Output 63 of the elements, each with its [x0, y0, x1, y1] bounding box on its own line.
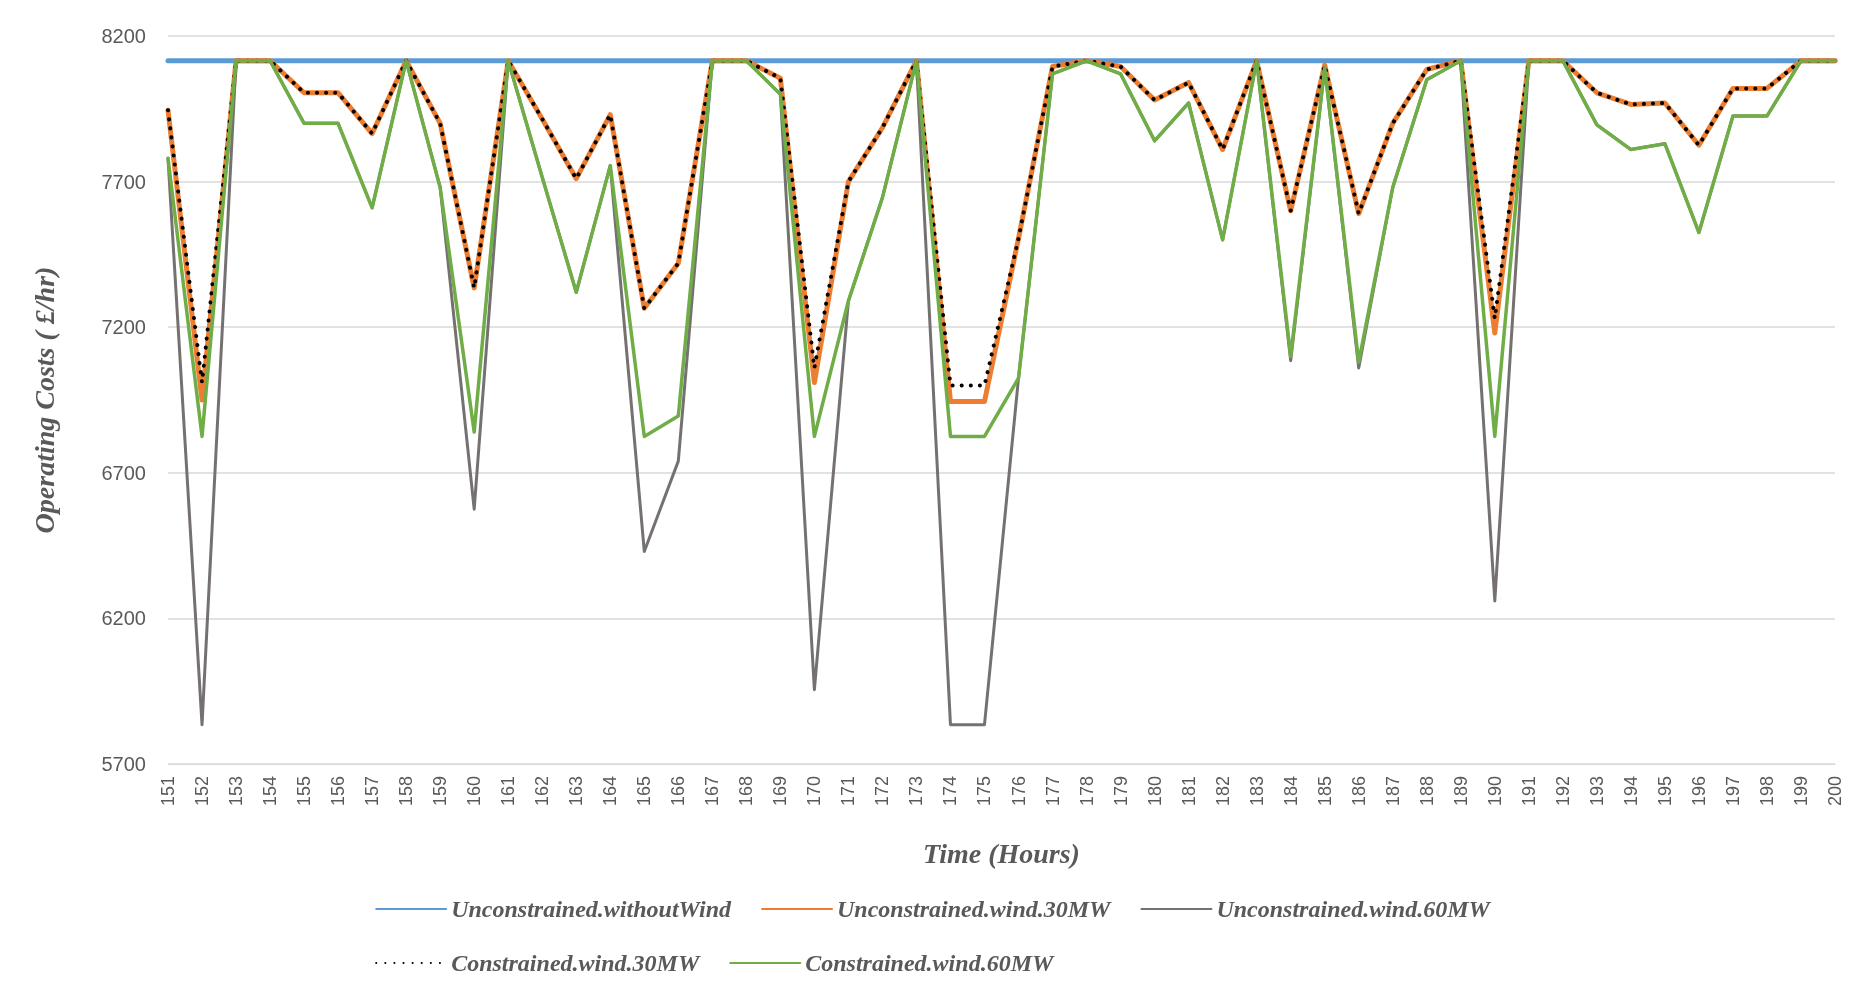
legend-label: Constrained.wind.60MW	[805, 950, 1055, 976]
x-tick-label: 179	[1110, 776, 1131, 807]
x-tick-label: 191	[1518, 776, 1539, 807]
x-tick-label: 184	[1280, 776, 1301, 807]
y-tick-label: 5700	[101, 753, 146, 775]
x-tick-label: 186	[1348, 776, 1369, 807]
x-tick-label: 156	[328, 776, 349, 807]
x-tick-label: 178	[1076, 776, 1097, 807]
x-tick-label: 161	[498, 776, 519, 807]
x-tick-label: 155	[294, 776, 315, 807]
x-tick-label: 189	[1450, 776, 1471, 807]
x-tick-label: 175	[974, 776, 995, 807]
x-tick-label: 180	[1144, 776, 1165, 807]
x-tick-label: 192	[1552, 776, 1573, 807]
x-tick-label: 176	[1008, 776, 1029, 807]
x-tick-label: 167	[702, 776, 723, 807]
x-tick-label: 162	[532, 776, 553, 807]
x-tick-label: 154	[260, 776, 281, 807]
y-axis-title: Operating Costs ( £/hr)	[28, 266, 60, 534]
x-tick-label: 166	[668, 776, 689, 807]
x-tick-label: 181	[1178, 776, 1199, 807]
x-tick-label: 171	[838, 776, 859, 807]
x-tick-label: 152	[192, 776, 213, 807]
x-tick-label: 187	[1382, 776, 1403, 807]
x-tick-label: 172	[872, 776, 893, 807]
x-tick-label: 153	[226, 776, 247, 807]
x-tick-label: 198	[1756, 776, 1777, 807]
x-tick-label: 151	[158, 776, 178, 807]
y-tick-label: 7200	[101, 316, 146, 339]
x-tick-label: 158	[396, 776, 417, 807]
legend-label: Constrained.wind.30MW	[451, 950, 701, 976]
x-tick-label: 188	[1416, 776, 1437, 807]
y-tick-label: 8200	[101, 25, 146, 47]
x-axis-title: Time (Hours)	[923, 837, 1080, 869]
y-tick-label: 6700	[101, 461, 146, 484]
x-tick-label: 197	[1722, 776, 1743, 807]
x-tick-label: 194	[1620, 776, 1641, 807]
x-tick-label: 200	[1825, 776, 1845, 807]
x-tick-label: 163	[566, 776, 587, 807]
legend-label: Unconstrained.withoutWind	[451, 896, 733, 922]
x-tick-label: 183	[1246, 776, 1267, 807]
x-tick-label: 199	[1790, 776, 1811, 807]
x-tick-label: 159	[430, 776, 451, 807]
x-tick-label: 185	[1314, 776, 1335, 807]
x-tick-label: 190	[1484, 776, 1505, 807]
x-tick-label: 160	[464, 776, 485, 807]
y-tick-label: 7700	[101, 170, 146, 193]
x-tick-label: 165	[634, 776, 655, 807]
x-tick-label: 164	[600, 776, 621, 807]
x-tick-label: 174	[940, 776, 961, 807]
x-tick-label: 193	[1586, 776, 1607, 807]
x-tick-label: 169	[770, 776, 791, 807]
legend-label: Unconstrained.wind.60MW	[1216, 896, 1492, 922]
x-tick-label: 182	[1212, 776, 1233, 807]
x-tick-label: 196	[1688, 776, 1709, 807]
x-tick-label: 195	[1654, 776, 1675, 807]
x-tick-label: 170	[804, 776, 825, 807]
x-tick-label: 168	[736, 776, 757, 807]
x-tick-label: 177	[1042, 776, 1063, 807]
x-tick-label: 173	[906, 776, 927, 807]
x-tick-label: 157	[362, 776, 383, 807]
legend-label: Unconstrained.wind.30MW	[837, 896, 1113, 922]
y-tick-label: 6200	[101, 607, 146, 630]
